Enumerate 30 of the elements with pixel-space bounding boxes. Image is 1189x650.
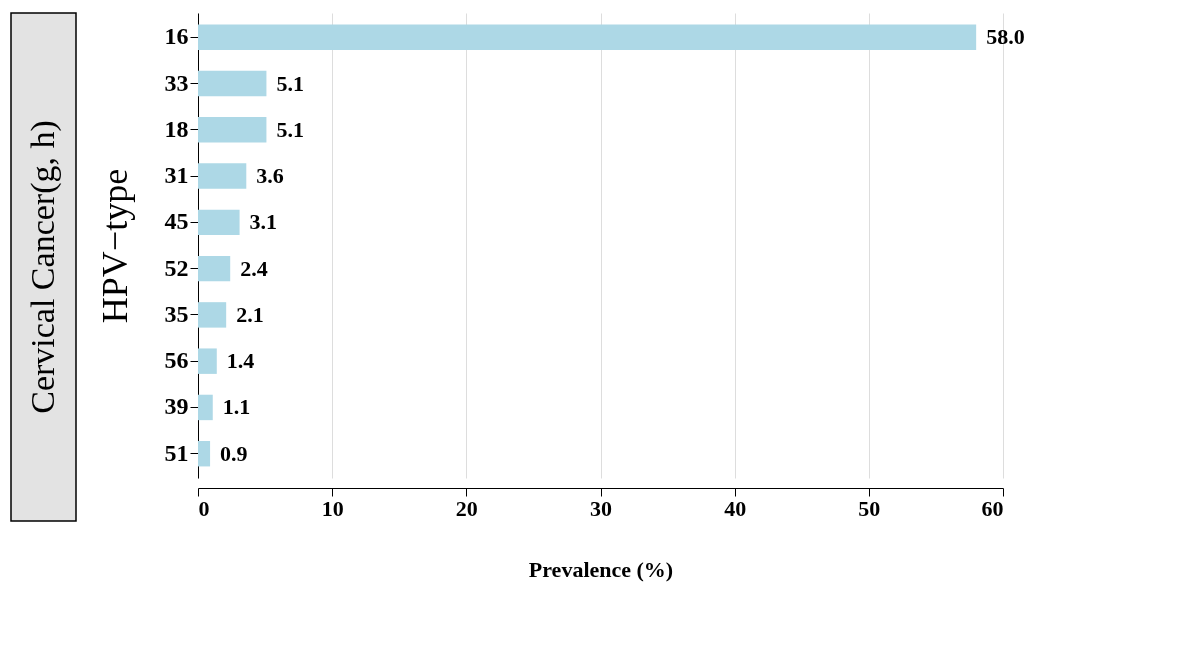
x-tick-label: 40: [724, 495, 747, 521]
data-label: 2.1: [236, 301, 264, 327]
data-label: 58.0: [986, 24, 1025, 50]
y-axis-title: HPV−type: [94, 168, 135, 324]
y-tick-label: 51: [164, 439, 189, 466]
y-tick-label: 56: [164, 347, 189, 374]
x-tick-label: 20: [455, 495, 478, 521]
data-label: 3.6: [256, 163, 284, 189]
data-label: 5.1: [276, 70, 304, 96]
data-label: 2.4: [240, 255, 268, 281]
x-tick-label: 0: [198, 495, 210, 521]
y-tick-label: 33: [164, 69, 189, 96]
x-axis-title: Prevalence (%): [528, 556, 674, 582]
data-label: 3.1: [249, 209, 278, 235]
y-tick-label: 35: [164, 300, 189, 327]
y-tick-label: 31: [164, 162, 189, 189]
data-label: 1.1: [222, 394, 251, 420]
data-label: 1.4: [226, 348, 255, 374]
data-label: 5.1: [276, 116, 304, 142]
y-tick-label: 18: [164, 115, 189, 142]
data-label: 0.9: [220, 440, 248, 466]
x-tick-label: 10: [321, 495, 344, 521]
x-tick-label: 30: [590, 495, 612, 521]
x-tick-label: 50: [858, 495, 881, 521]
y-tick-label: 45: [164, 208, 189, 235]
x-tick-label: 60: [981, 495, 1004, 521]
y-tick-label: 39: [164, 393, 189, 420]
y-tick-label: 52: [164, 254, 189, 281]
text: Cervical Cancer(g, h): [24, 120, 62, 414]
y-tick-label: 16: [164, 23, 189, 50]
